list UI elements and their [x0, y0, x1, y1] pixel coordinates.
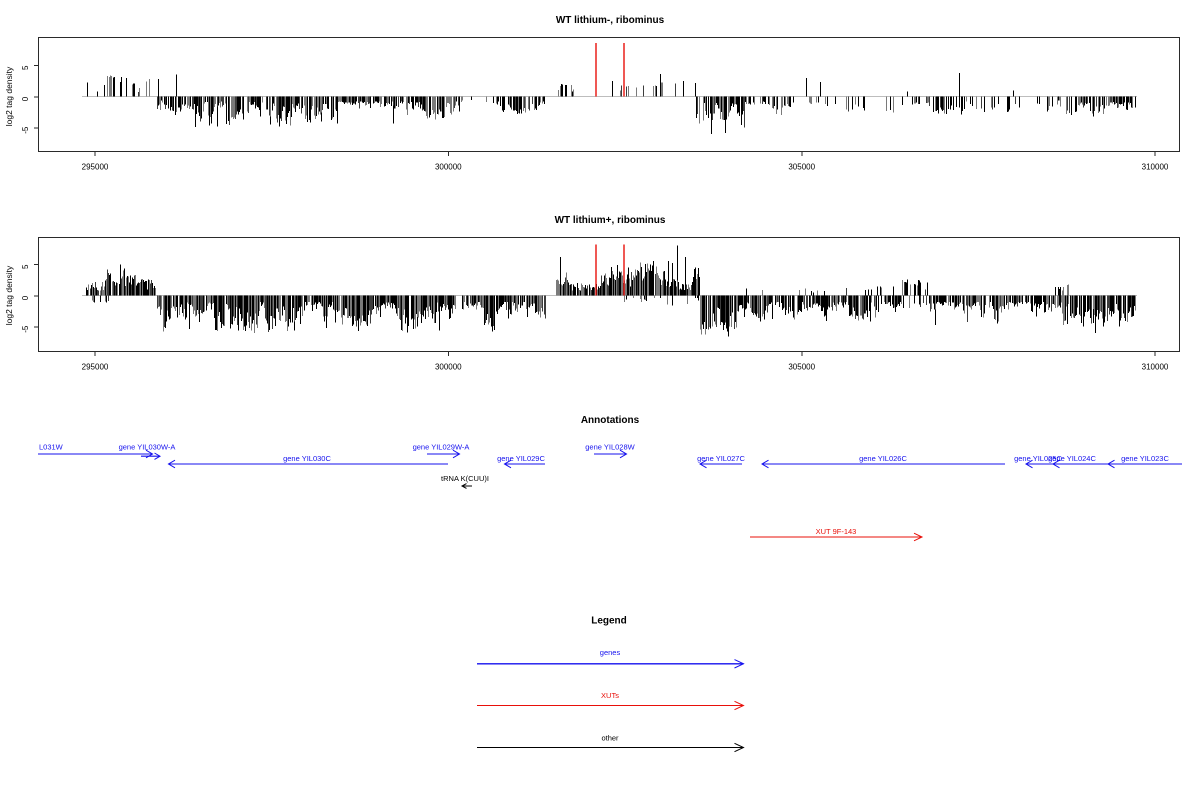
svg-text:0: 0 [21, 295, 30, 300]
svg-text:other: other [601, 734, 619, 743]
svg-text:300000: 300000 [435, 363, 462, 372]
svg-text:gene YIL028W: gene YIL028W [585, 443, 635, 452]
svg-text:log2 tag density: log2 tag density [4, 265, 14, 325]
svg-text:gene YIL024C: gene YIL024C [1048, 454, 1096, 463]
svg-text:tRNA K(CUU)I: tRNA K(CUU)I [441, 474, 489, 483]
svg-text:gene YIL026C: gene YIL026C [859, 454, 907, 463]
svg-text:5: 5 [21, 264, 30, 269]
svg-text:gene YIL030C: gene YIL030C [283, 454, 331, 463]
svg-text:5: 5 [21, 65, 30, 70]
svg-text:gene YIL030W-A: gene YIL030W-A [119, 443, 176, 452]
svg-text:-5: -5 [21, 126, 30, 134]
svg-text:genes: genes [600, 648, 621, 657]
svg-text:gene YIL025C: gene YIL025C [1014, 454, 1062, 463]
svg-text:gene YIL027C: gene YIL027C [697, 454, 745, 463]
svg-text:Annotations: Annotations [581, 415, 640, 426]
svg-text:WT lithium-, ribominus: WT lithium-, ribominus [556, 15, 665, 26]
svg-text:XUT 9F-143: XUT 9F-143 [816, 527, 857, 536]
svg-text:300000: 300000 [435, 163, 462, 172]
svg-text:gene YIL023C: gene YIL023C [1121, 454, 1169, 463]
svg-text:gene YIL029C: gene YIL029C [497, 454, 545, 463]
svg-text:log2 tag density: log2 tag density [4, 66, 14, 126]
svg-text:295000: 295000 [82, 163, 109, 172]
svg-text:XUTs: XUTs [601, 691, 619, 700]
svg-text:0: 0 [21, 96, 30, 101]
svg-text:Legend: Legend [591, 616, 627, 627]
svg-text:305000: 305000 [788, 363, 815, 372]
svg-text:310000: 310000 [1142, 163, 1169, 172]
svg-text:305000: 305000 [788, 163, 815, 172]
svg-text:WT lithium+, ribominus: WT lithium+, ribominus [555, 215, 666, 226]
svg-text:-5: -5 [21, 325, 30, 333]
svg-text:295000: 295000 [82, 363, 109, 372]
svg-text:L031W: L031W [39, 443, 64, 452]
svg-text:310000: 310000 [1142, 363, 1169, 372]
svg-text:gene YIL029W-A: gene YIL029W-A [413, 443, 470, 452]
